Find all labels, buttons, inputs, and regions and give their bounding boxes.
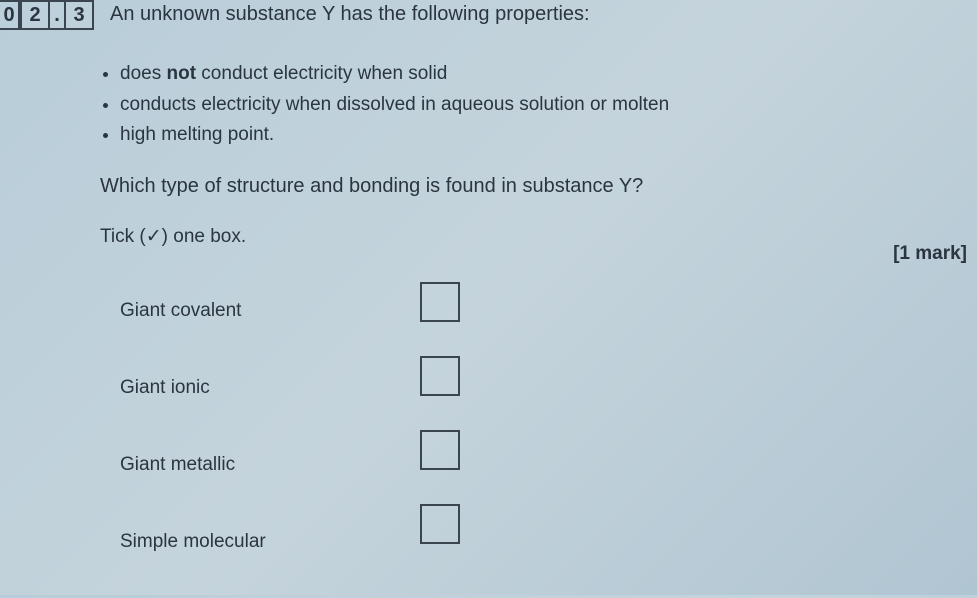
checkbox-giant-covalent[interactable] bbox=[420, 282, 460, 322]
option-row: Giant covalent bbox=[120, 290, 520, 332]
bullet-item: conducts electricity when dissolved in a… bbox=[120, 91, 669, 120]
bullet-text-pre: high melting point. bbox=[120, 124, 274, 145]
qnum-box-2: 3 bbox=[64, 0, 94, 30]
bullet-text-pre: conducts electricity when dissolved in a… bbox=[120, 94, 669, 115]
qnum-partial: 0 bbox=[0, 0, 20, 30]
options-group: Giant covalent Giant ionic Giant metalli… bbox=[120, 290, 520, 598]
option-label-simple-molecular: Simple molecular bbox=[120, 531, 420, 553]
tick-instruction: Tick (✓) one box. bbox=[100, 225, 246, 248]
option-row: Giant metallic bbox=[120, 444, 520, 486]
question-prompt: Which type of structure and bonding is f… bbox=[100, 175, 643, 198]
option-row: Simple molecular bbox=[120, 521, 520, 563]
checkbox-column bbox=[420, 282, 460, 578]
bullet-text-post: conduct electricity when solid bbox=[196, 63, 447, 84]
checkbox-simple-molecular[interactable] bbox=[420, 504, 460, 544]
question-stem: An unknown substance Y has the following… bbox=[110, 3, 590, 26]
bullet-item: does not conduct electricity when solid bbox=[120, 60, 669, 89]
option-label-giant-covalent: Giant covalent bbox=[120, 300, 420, 322]
option-row: Giant ionic bbox=[120, 367, 520, 409]
mark-allocation: [1 mark] bbox=[893, 243, 967, 265]
bullet-text-bold: not bbox=[166, 63, 196, 84]
property-bullet-list: does not conduct electricity when solid … bbox=[120, 60, 669, 152]
worksheet-page: 0 2 . 3 An unknown substance Y has the f… bbox=[0, 0, 977, 595]
question-number-group: 0 2 . 3 bbox=[0, 0, 94, 30]
option-label-giant-ionic: Giant ionic bbox=[120, 377, 420, 399]
checkbox-giant-metallic[interactable] bbox=[420, 430, 460, 470]
qnum-dot: . bbox=[50, 0, 64, 30]
option-label-giant-metallic: Giant metallic bbox=[120, 454, 420, 476]
bullet-item: high melting point. bbox=[120, 121, 669, 150]
checkbox-giant-ionic[interactable] bbox=[420, 356, 460, 396]
bullet-text-pre: does bbox=[120, 63, 166, 84]
qnum-box-1: 2 bbox=[20, 0, 50, 30]
